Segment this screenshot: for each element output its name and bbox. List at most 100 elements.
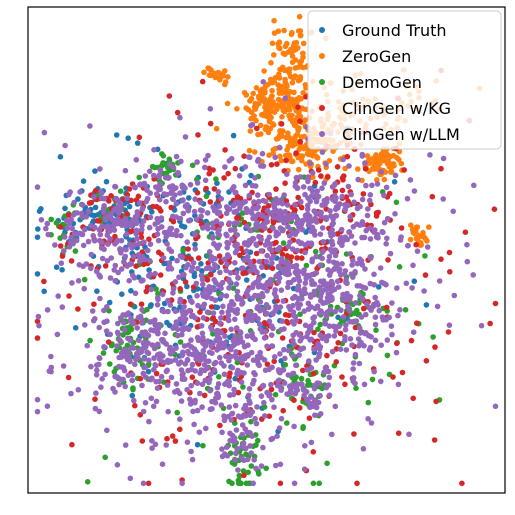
point-clingen-w-llm bbox=[464, 241, 470, 248]
point-clingen-w-kg bbox=[294, 255, 300, 261]
point-clingen-w-llm bbox=[210, 310, 217, 316]
point-zerogen bbox=[234, 106, 240, 112]
point-clingen-w-llm bbox=[145, 247, 151, 254]
point-demogen bbox=[136, 174, 142, 181]
point-clingen-w-llm bbox=[234, 241, 240, 248]
point-clingen-w-kg bbox=[401, 167, 408, 173]
point-clingen-w-llm bbox=[151, 327, 157, 334]
point-ground-truth bbox=[34, 234, 41, 240]
point-zerogen bbox=[275, 82, 281, 88]
point-clingen-w-llm bbox=[276, 425, 283, 431]
point-zerogen bbox=[271, 30, 278, 36]
point-clingen-w-llm bbox=[380, 317, 387, 323]
point-clingen-w-llm bbox=[329, 184, 336, 190]
point-clingen-w-llm bbox=[281, 346, 287, 353]
point-demogen bbox=[160, 379, 167, 385]
point-clingen-w-llm bbox=[259, 329, 266, 335]
point-clingen-w-llm bbox=[207, 106, 214, 112]
point-clingen-w-llm bbox=[194, 380, 201, 387]
point-clingen-w-kg bbox=[273, 186, 279, 192]
point-clingen-w-kg bbox=[174, 109, 181, 116]
point-clingen-w-llm bbox=[69, 225, 75, 232]
legend-marker-clingen-w-kg bbox=[319, 105, 325, 111]
point-ground-truth bbox=[214, 180, 220, 186]
point-clingen-w-llm bbox=[177, 190, 183, 196]
point-clingen-w-llm bbox=[287, 226, 294, 233]
point-clingen-w-llm bbox=[211, 367, 218, 374]
point-clingen-w-llm bbox=[76, 262, 83, 268]
point-clingen-w-llm bbox=[317, 231, 324, 237]
point-clingen-w-llm bbox=[124, 195, 130, 201]
point-clingen-w-kg bbox=[197, 309, 203, 315]
point-clingen-w-kg bbox=[265, 203, 272, 209]
point-clingen-w-llm bbox=[211, 240, 217, 247]
point-clingen-w-llm bbox=[307, 327, 313, 333]
point-clingen-w-llm bbox=[251, 377, 257, 384]
point-clingen-w-llm bbox=[237, 334, 244, 341]
point-clingen-w-llm bbox=[290, 295, 296, 302]
point-clingen-w-llm bbox=[188, 382, 194, 389]
point-ground-truth bbox=[128, 288, 134, 294]
point-ground-truth bbox=[146, 267, 152, 273]
point-clingen-w-llm bbox=[384, 235, 390, 242]
point-clingen-w-llm bbox=[253, 205, 260, 212]
point-zerogen bbox=[272, 75, 279, 81]
point-clingen-w-llm bbox=[172, 192, 178, 198]
point-clingen-w-llm bbox=[239, 431, 245, 438]
point-clingen-w-llm bbox=[235, 467, 241, 473]
point-clingen-w-llm bbox=[318, 298, 324, 304]
point-clingen-w-llm bbox=[127, 337, 134, 344]
point-clingen-w-llm bbox=[379, 279, 385, 286]
point-clingen-w-kg bbox=[352, 324, 359, 331]
point-clingen-w-kg bbox=[344, 153, 351, 160]
point-clingen-w-llm bbox=[297, 240, 304, 247]
point-clingen-w-kg bbox=[311, 329, 317, 336]
point-clingen-w-llm bbox=[154, 302, 161, 308]
point-ground-truth bbox=[38, 206, 44, 212]
point-clingen-w-llm bbox=[88, 363, 94, 370]
point-clingen-w-llm bbox=[250, 357, 257, 364]
point-clingen-w-llm bbox=[125, 372, 132, 379]
point-clingen-w-llm bbox=[244, 456, 251, 463]
point-clingen-w-llm bbox=[114, 343, 120, 349]
point-clingen-w-llm bbox=[210, 225, 216, 231]
point-clingen-w-llm bbox=[239, 301, 245, 307]
point-clingen-w-kg bbox=[385, 257, 391, 263]
point-clingen-w-llm bbox=[168, 358, 174, 365]
point-clingen-w-llm bbox=[207, 406, 214, 413]
point-clingen-w-llm bbox=[212, 400, 219, 406]
point-zerogen bbox=[385, 155, 392, 162]
point-clingen-w-llm bbox=[136, 347, 142, 354]
point-clingen-w-llm bbox=[187, 396, 193, 403]
point-demogen bbox=[373, 327, 379, 334]
point-clingen-w-llm bbox=[191, 421, 197, 428]
point-clingen-w-llm bbox=[446, 322, 453, 329]
point-clingen-w-llm bbox=[270, 311, 276, 317]
point-clingen-w-llm bbox=[328, 278, 335, 285]
point-clingen-w-llm bbox=[181, 303, 187, 310]
point-clingen-w-llm bbox=[172, 279, 179, 285]
point-ground-truth bbox=[232, 375, 238, 382]
point-clingen-w-llm bbox=[436, 278, 443, 284]
point-clingen-w-llm bbox=[195, 302, 201, 309]
point-clingen-w-llm bbox=[282, 208, 288, 215]
point-clingen-w-llm bbox=[99, 255, 106, 262]
point-clingen-w-llm bbox=[155, 226, 161, 232]
point-clingen-w-llm bbox=[194, 407, 201, 414]
point-clingen-w-llm bbox=[127, 475, 134, 482]
point-clingen-w-llm bbox=[272, 207, 279, 213]
point-clingen-w-llm bbox=[319, 185, 325, 191]
point-clingen-w-llm bbox=[276, 275, 283, 281]
point-clingen-w-kg bbox=[183, 254, 190, 261]
point-clingen-w-llm bbox=[362, 160, 368, 166]
point-clingen-w-llm bbox=[132, 361, 138, 368]
point-clingen-w-llm bbox=[161, 308, 167, 315]
point-clingen-w-llm bbox=[142, 364, 149, 370]
point-clingen-w-kg bbox=[136, 134, 143, 141]
point-clingen-w-llm bbox=[185, 325, 192, 332]
point-clingen-w-llm bbox=[367, 280, 374, 287]
point-zerogen bbox=[270, 122, 277, 128]
point-clingen-w-llm bbox=[345, 183, 352, 190]
point-clingen-w-llm bbox=[197, 390, 203, 397]
point-clingen-w-llm bbox=[146, 357, 152, 364]
